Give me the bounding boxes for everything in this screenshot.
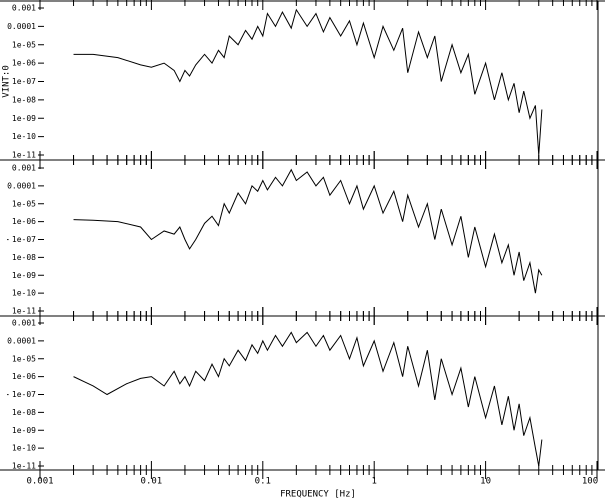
y-tick-label: 0.0001 <box>7 336 36 345</box>
y-tick-label: 1e-08 <box>12 95 36 104</box>
y-tick-label: 1e-09 <box>12 271 36 280</box>
y-tick-label: 0.0001 <box>7 22 36 31</box>
x-tick-label: 0.01 <box>141 477 163 487</box>
y-tick-label: 1e-05 <box>12 40 36 49</box>
x-tick-label: 1 <box>371 477 376 487</box>
y-tick-label: 1e-11 <box>12 307 36 316</box>
y-tick-label: 1e-07 <box>12 77 36 86</box>
y-tick-label: 0.0001 <box>7 181 36 190</box>
y-tick-label: 1e-06 <box>12 372 36 381</box>
x-tick-label: 0.1 <box>255 477 271 487</box>
x-tick-label: 0.001 <box>26 477 53 487</box>
y-tick-label: 1e-06 <box>12 217 36 226</box>
y-tick-label: 1e-05 <box>12 354 36 363</box>
y-tick-label: 0.001 <box>12 4 36 13</box>
x-tick-label: 10 <box>480 477 491 487</box>
y-tick-label: 1e-11 <box>12 151 36 160</box>
spectrum-line <box>73 8 543 156</box>
y-tick-label: 0.001 <box>12 319 36 328</box>
y-tick-label: 1e-05 <box>12 199 36 208</box>
y-axis-label: . <box>2 392 12 397</box>
y-tick-label: 1e-07 <box>12 235 36 244</box>
y-tick-label: 1e-09 <box>12 114 36 123</box>
y-tick-label: 1e-08 <box>12 408 36 417</box>
spectrum-line <box>73 331 543 467</box>
y-axis-label: . <box>2 237 12 242</box>
y-tick-label: 1e-11 <box>12 462 36 471</box>
y-tick-label: 1e-10 <box>12 444 36 453</box>
y-tick-label: 0.001 <box>12 164 36 173</box>
y-tick-label: 1e-08 <box>12 253 36 262</box>
spectrum-line <box>73 168 543 294</box>
x-axis-label: FREQUENCY [Hz] <box>280 490 356 500</box>
y-tick-label: 1e-07 <box>12 390 36 399</box>
y-tick-label: 1e-10 <box>12 132 36 141</box>
y-tick-label: 1e-10 <box>12 289 36 298</box>
x-tick-label: 100 <box>582 477 598 487</box>
y-axis-label: VINT:0 <box>2 65 12 98</box>
y-tick-label: 1e-09 <box>12 426 36 435</box>
y-tick-label: 1e-06 <box>12 59 36 68</box>
